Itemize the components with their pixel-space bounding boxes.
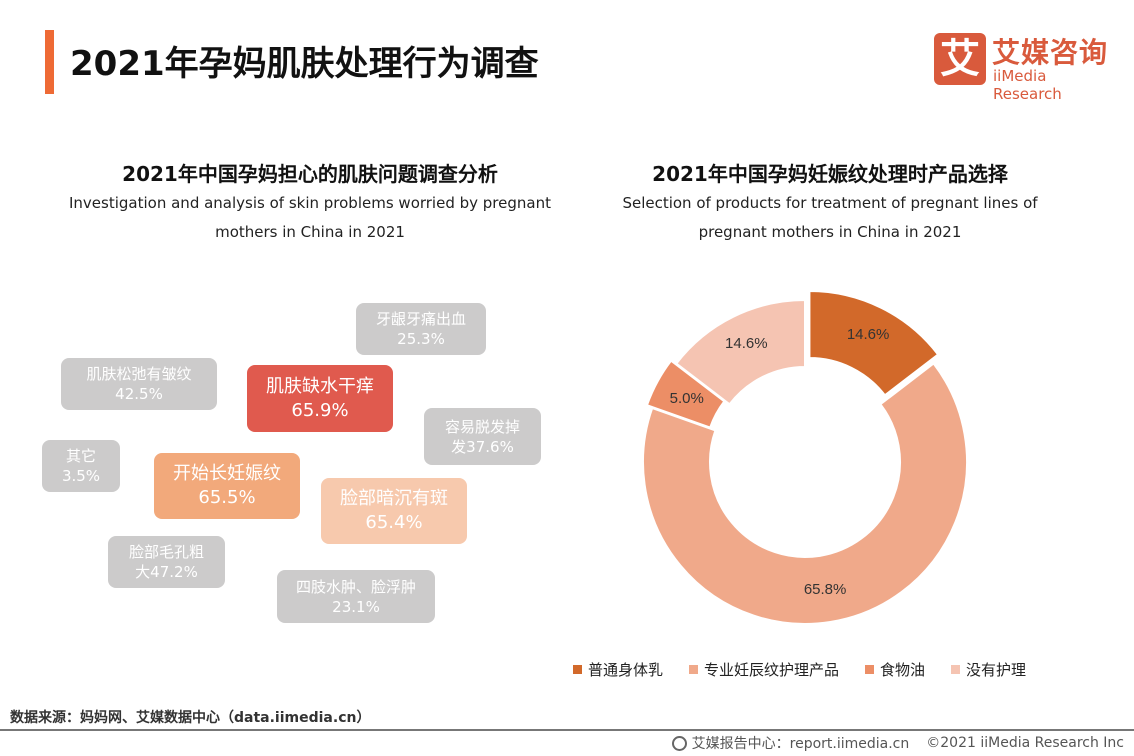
bubble-tag: 四肢水肿、脸浮肿 23.1% [277,570,435,623]
right-chart-title: 2021年中国孕妈妊娠纹处理时产品选择 [652,162,1008,186]
slice-label: 65.8% [804,581,847,598]
legend-label: 食物油 [880,661,926,679]
legend-label: 专业妊辰纹护理产品 [704,661,840,679]
legend-item: 食物油 [865,659,925,680]
slice-label: 5.0% [670,390,704,407]
logo: 艾 艾媒咨询 iiMedia Research [934,33,1114,103]
bubble-value: 发37.6% [451,437,514,456]
bubble-label: 牙龈牙痛出血 [375,310,466,328]
data-source: 数据来源：妈妈网、艾媒数据中心（data.iimedia.cn） [10,710,371,726]
bubble-tag: 牙龈牙痛出血 25.3% [356,303,486,355]
bubble-tag: 脸部毛孔粗大47.2% [108,536,225,588]
subtitle-line: Selection of products for treatment of p… [622,194,1038,212]
legend-label: 没有护理 [966,661,1027,679]
copyright: ©2021 iiMedia Research Inc [926,735,1124,751]
bubble-tag: 肌肤缺水干痒 65.9% [247,365,393,432]
legend-label: 普通身体乳 [588,661,664,679]
report-link[interactable]: 艾媒报告中心：report.iimedia.cn [691,736,910,752]
subtitle-line: pregnant mothers in China in 2021 [698,223,962,241]
bubble-tag: 其它 3.5% [42,440,120,492]
legend-swatch [951,665,961,674]
bubble-label: 四肢水肿、脸浮肿 [295,577,416,596]
slice-label: 14.6% [725,335,768,352]
right-chart-subtitle: Selection of products for treatment of p… [560,189,1100,247]
bubble-value: 65.5% [198,487,256,508]
donut-slice [674,298,806,406]
bubble-value: 65.4% [365,512,423,533]
bubble-tag: 脸部暗沉有斑 65.4% [321,478,467,544]
donut-slice [642,362,968,625]
globe-icon [671,735,687,751]
footer: 艾媒报告中心：report.iimedia.cn ©2021 iiMedia R… [671,733,1124,753]
bubble-value: 25.3% [397,330,445,348]
bubble-value: 65.9% [291,399,349,421]
legend-item: 专业妊辰纹护理产品 [689,659,839,680]
bubble-value: 大47.2% [135,563,198,581]
legend-swatch [865,665,875,674]
legend-swatch [689,665,699,674]
legend-swatch [573,665,582,674]
bubble-value: 3.5% [61,467,101,485]
bubble-label: 容易脱发掉 [444,417,520,436]
bubble-label: 脸部暗沉有斑 [340,488,448,509]
bubble-label: 脸部毛孔粗 [128,543,204,561]
donut-slice [808,290,940,397]
page-title: 2021年孕妈肌肤处理行为调查 [70,44,539,84]
bubble-label: 其它 [65,447,96,465]
bubble-label: 开始长妊娠纹 [173,463,281,484]
bubble-tag: 肌肤松弛有皱纹 42.5% [61,358,217,410]
slice-label: 14.6% [847,326,890,343]
footer-divider [0,729,1134,731]
legend-item: 没有护理 [951,659,1026,680]
logo-mark: 艾 [934,33,986,85]
bubble-value: 42.5% [115,385,163,403]
title-accent-bar [45,30,54,94]
bubble-tag: 开始长妊娠纹 65.5% [154,453,300,519]
legend: 普通身体乳 专业妊辰纹护理产品 食物油 没有护理 [573,659,1026,680]
bubble-label: 肌肤松弛有皱纹 [86,365,192,383]
bubble-tag: 容易脱发掉 发37.6% [424,408,541,465]
subtitle-line: mothers in China in 2021 [215,223,405,241]
subtitle-line: Investigation and analysis of skin probl… [69,194,551,212]
left-chart-title: 2021年中国孕妈担心的肌肤问题调查分析 [122,162,498,186]
bubble-label: 肌肤缺水干痒 [266,375,374,397]
bubble-value: 23.1% [332,597,380,616]
left-chart-subtitle: Investigation and analysis of skin probl… [40,189,580,247]
logo-en: iiMedia Research [993,67,1062,103]
logo-cn: 艾媒咨询 [992,36,1109,69]
legend-item: 普通身体乳 [573,659,663,680]
